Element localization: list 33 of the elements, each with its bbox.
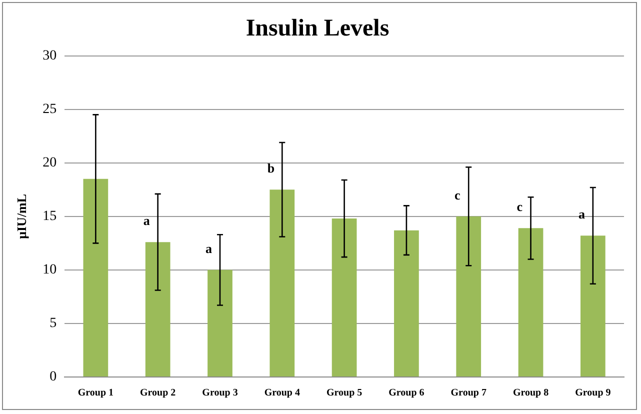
x-tick-label: Group 2 [140,388,176,399]
annotation: a [206,240,213,256]
x-tick-label: Group 4 [264,388,300,399]
annotation: c [516,199,523,214]
bar [83,178,108,376]
bar [518,228,544,376]
annotation: a [578,206,586,222]
y-tick-label: 0 [50,370,57,385]
y-tick-label: 20 [42,156,57,171]
bar [332,218,357,376]
bar [145,242,170,376]
annotation: b [267,160,275,176]
x-tick-label: Group 6 [388,388,424,399]
bar [208,270,232,376]
chart-title: Insulin Levels [246,16,390,42]
y-axis-title: μIU/mL [14,194,30,239]
annotation: a [143,212,150,228]
y-tick-label: 15 [42,209,57,224]
y-tick-label: 25 [42,102,57,118]
x-tick-label: Group 5 [326,388,362,399]
y-tick-label: 10 [42,262,57,278]
x-tick-label: Group 1 [78,388,114,399]
bar [580,236,606,376]
annotation: c [454,187,461,202]
x-tick-label: Group 3 [202,388,238,399]
bar [270,190,295,376]
x-tick-label: Group 8 [512,388,549,399]
x-tick-label: Group 9 [575,388,611,399]
bar [394,230,419,376]
y-tick-label: 30 [42,48,57,64]
bar [456,216,482,376]
y-tick-label: 5 [50,316,57,332]
x-tick-label: Group 7 [450,388,486,399]
